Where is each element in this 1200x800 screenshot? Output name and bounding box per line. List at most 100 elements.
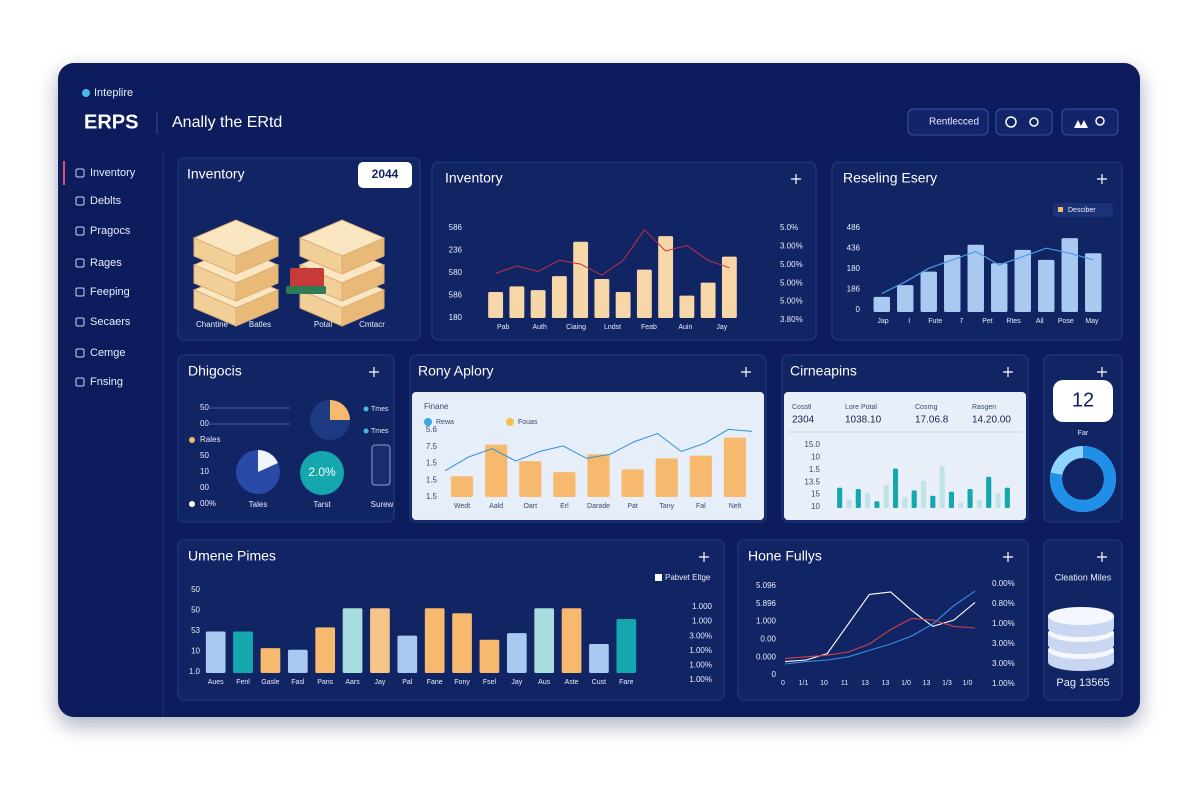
nav-item[interactable]: Feeping xyxy=(90,286,130,298)
box-label: Chantine xyxy=(196,320,229,329)
bar xyxy=(479,639,500,673)
bar xyxy=(530,290,546,318)
kpi-label: Surew xyxy=(371,500,394,509)
search-icon xyxy=(1095,116,1105,126)
card-title: Inventory xyxy=(187,166,245,182)
axis-label: 5.00% xyxy=(780,297,803,306)
bar xyxy=(939,465,945,508)
bar xyxy=(679,295,695,318)
bullet xyxy=(189,501,195,507)
axis-label: 13 xyxy=(882,680,890,687)
axis-label: Gasle xyxy=(261,679,279,686)
bar xyxy=(342,608,363,673)
axis-label: 5.00% xyxy=(780,278,803,287)
box-right xyxy=(235,237,279,275)
nav-icon xyxy=(75,377,85,387)
axis-label: 3.00% xyxy=(780,242,803,251)
axis-label: 180 xyxy=(847,264,861,273)
nav-item[interactable]: Pragocs xyxy=(90,225,131,237)
axis-label: 586 xyxy=(449,291,463,300)
bar xyxy=(902,497,908,508)
list-item: 50 xyxy=(200,451,209,460)
bar xyxy=(485,444,508,497)
nav-item[interactable]: Rages xyxy=(90,257,122,269)
icon-button[interactable] xyxy=(995,108,1053,136)
axis-label: 3.00% xyxy=(992,639,1015,648)
axis-label: 5.00% xyxy=(780,260,803,269)
bar xyxy=(1038,259,1055,312)
nav-item[interactable]: Fnsing xyxy=(90,376,123,388)
axis-label: 15 xyxy=(811,490,820,499)
axis-label: Jap xyxy=(877,318,888,325)
axis-label: 1.000 xyxy=(692,617,713,626)
bar xyxy=(506,633,527,673)
list-item: 00% xyxy=(200,499,216,508)
pie-slice xyxy=(258,450,278,472)
bar xyxy=(587,454,610,497)
bar xyxy=(452,613,472,673)
table-cell: 2304 xyxy=(792,415,815,426)
box-label: Batles xyxy=(249,320,271,329)
bar xyxy=(450,476,474,497)
card-title: Hone Fullys xyxy=(748,548,822,564)
bar xyxy=(723,437,747,497)
bar xyxy=(944,254,961,312)
card-title: Umene Pimes xyxy=(188,548,276,564)
bar xyxy=(260,648,281,673)
bar xyxy=(721,256,737,318)
bar xyxy=(991,263,1008,312)
axis-label: 13 xyxy=(923,680,931,687)
bar xyxy=(509,286,525,318)
axis-label: 1.00% xyxy=(689,675,712,684)
axis-label: 7.5 xyxy=(426,442,438,451)
expand-icon xyxy=(369,367,379,377)
table-cell: 14.20.00 xyxy=(972,415,1011,426)
axis-label: 0.000 xyxy=(756,652,777,661)
axis-label: 0 xyxy=(856,305,861,314)
axis-label: 10 xyxy=(811,502,820,511)
axis-label: Nelt xyxy=(729,503,742,510)
bar xyxy=(700,282,716,318)
axis-label: 50 xyxy=(191,606,200,615)
list-item: 00 xyxy=(200,483,209,492)
legend-dot xyxy=(506,418,514,426)
axis-label: 13.5 xyxy=(804,477,820,486)
nav-item[interactable]: Inventory xyxy=(90,167,136,179)
tag-dot xyxy=(363,406,369,412)
icon-button[interactable] xyxy=(1061,108,1119,136)
axis-label: 5.096 xyxy=(756,581,777,590)
bar xyxy=(589,643,609,673)
counter-box xyxy=(1053,380,1113,422)
bar xyxy=(865,493,871,508)
truck-base xyxy=(286,286,326,294)
card-title: Cleation Miles xyxy=(1055,572,1112,582)
table-cell: 1038.10 xyxy=(845,415,882,426)
axis-label: Wedt xyxy=(454,503,470,510)
table-header: Cosrng xyxy=(915,404,938,411)
axis-label: Ciaing xyxy=(566,324,586,331)
bar xyxy=(995,493,1001,508)
bar xyxy=(534,608,555,673)
bar xyxy=(636,269,652,318)
expand-icon xyxy=(1097,552,1107,562)
axis-label: Aars xyxy=(345,679,360,686)
bar xyxy=(874,501,880,508)
axis-label: 1.5 xyxy=(426,459,438,468)
axis-label: 1/0 xyxy=(963,680,973,687)
bar xyxy=(488,291,504,318)
tag-dot xyxy=(363,428,369,434)
line-series xyxy=(881,247,1094,295)
bar xyxy=(930,495,936,508)
bar xyxy=(397,635,418,673)
axis-label: 53 xyxy=(191,626,200,635)
list-item: 10 xyxy=(200,467,209,476)
nav-icon xyxy=(75,226,85,236)
nav-item[interactable]: Deblts xyxy=(90,195,122,207)
axis-label: 0 xyxy=(781,680,785,687)
header-button[interactable] xyxy=(907,108,989,136)
nav-item[interactable]: Cemge xyxy=(90,347,125,359)
axis-label: Lndst xyxy=(604,324,621,331)
nav-item[interactable]: Secaers xyxy=(90,316,131,328)
axis-label: Darade xyxy=(587,503,610,510)
axis-label: Auth xyxy=(532,324,547,331)
